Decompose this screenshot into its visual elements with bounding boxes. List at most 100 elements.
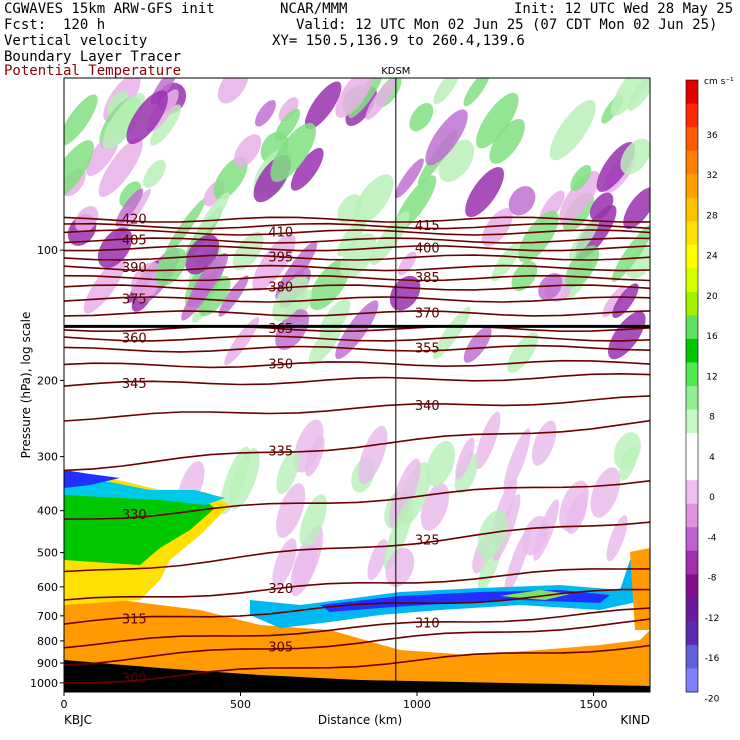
- wave-streak: [114, 188, 151, 240]
- colorbar-tick-label: -4: [708, 533, 717, 543]
- wave-streak: [489, 118, 525, 164]
- colorbar-swatch: [686, 244, 698, 269]
- colorbar-tick-label: -20: [705, 694, 720, 704]
- isentrope-label: 370: [415, 306, 440, 321]
- colorbar: 36 32 28 24 20 16 12 8 4 0 -4 -8 -12 -16 -20: [685, 79, 720, 704]
- colorbar-tick-label: 12: [706, 372, 717, 382]
- wave-streak: [570, 164, 592, 192]
- isentrope-label: 365: [268, 322, 293, 337]
- colorbar-swatch: [686, 174, 698, 199]
- isentrope-label: 390: [122, 261, 147, 276]
- wave-streak: [339, 233, 377, 279]
- isentrope-390: [64, 264, 650, 272]
- x-tick-label: 1000: [403, 698, 431, 711]
- model-title: CGWAVES 15km ARW-GFS init: [4, 1, 215, 17]
- colorbar-swatch: [686, 668, 698, 693]
- colorbar-swatch: [686, 433, 698, 458]
- wave-streak: [602, 286, 626, 318]
- init-time: Init: 12 UTC Wed 28 May 25: [514, 1, 734, 17]
- colorbar-swatch: [686, 550, 698, 575]
- colorbar-swatch: [686, 480, 698, 505]
- wave-streak: [365, 78, 396, 120]
- isentrope-345: [64, 372, 650, 387]
- wave-streak: [255, 99, 276, 127]
- isentrope-400: [64, 245, 650, 252]
- plot-frame: [63, 77, 651, 693]
- colorbar-tick-label: 4: [709, 453, 715, 463]
- colorbar-frame: [685, 79, 699, 693]
- colorbar-swatch: [686, 197, 698, 222]
- colorbar-tick-label: -16: [705, 654, 720, 664]
- wave-streak: [143, 159, 166, 188]
- wave-streak: [304, 81, 342, 130]
- y-tick-label: 200: [37, 374, 58, 387]
- x-tick-label: 0: [61, 698, 68, 711]
- isentrope-label: 385: [415, 271, 440, 286]
- wave-streak: [278, 97, 299, 122]
- wave-streak: [389, 275, 421, 311]
- colorbar-swatch: [686, 456, 698, 481]
- y-tick-label: 700: [37, 610, 58, 623]
- wave-streak: [476, 92, 519, 149]
- wave-streak: [590, 467, 621, 518]
- wave-streak: [454, 452, 478, 494]
- vertical-velocity-shading: [64, 78, 650, 692]
- wave-streak: [504, 528, 531, 594]
- isentrope-label: 345: [122, 377, 147, 392]
- y-tick-label: 300: [37, 451, 58, 464]
- isentrope-label: 350: [268, 358, 293, 373]
- wave-streak: [130, 262, 164, 299]
- y-tick-label: 800: [37, 635, 58, 648]
- terrain: [64, 660, 650, 692]
- colorbar-units: cm s⁻¹: [704, 77, 734, 87]
- field-boundary-layer-tracer: Boundary Layer Tracer: [4, 49, 182, 65]
- x-axis-label: Distance (km): [318, 713, 402, 727]
- isentrope-325: [64, 521, 650, 573]
- y-tick-label: 1000: [30, 677, 58, 690]
- wave-streak: [409, 102, 434, 132]
- wave-streak: [335, 300, 379, 360]
- colorbar-swatch: [686, 621, 698, 646]
- wave-streak: [477, 509, 508, 558]
- isentrope-label: 395: [268, 251, 293, 266]
- colorbar-swatch: [686, 315, 698, 340]
- wave-streak: [367, 539, 388, 581]
- y-tick-label: 500: [37, 547, 58, 560]
- wave-streak: [276, 450, 300, 494]
- wave-streak: [274, 108, 301, 142]
- x-tick-label: 500: [230, 698, 251, 711]
- isentrope-label: 300: [122, 671, 147, 686]
- wave-streak: [97, 227, 133, 269]
- wave-streak: [115, 188, 144, 227]
- wave-streak: [299, 494, 327, 547]
- field-potential-temperature: Potential Temperature: [4, 63, 182, 79]
- wave-streak: [64, 94, 98, 146]
- isentrope-label: 400: [415, 241, 440, 256]
- isentrope-310: [64, 607, 650, 649]
- colorbar-swatch: [686, 597, 698, 622]
- isentrope-label: 310: [415, 617, 440, 632]
- wave-streak: [293, 544, 317, 586]
- colorbar-swatch: [686, 268, 698, 293]
- mixed-layer-blue: [64, 470, 120, 488]
- wave-streak: [491, 241, 522, 282]
- isentrope-330: [64, 480, 650, 520]
- isentrope-label: 305: [268, 641, 293, 656]
- colorbar-swatch: [686, 527, 698, 552]
- x-tick-label: 1500: [580, 698, 608, 711]
- wave-streak: [232, 232, 264, 271]
- wave-streak: [426, 440, 456, 487]
- colorbar-swatch: [686, 503, 698, 528]
- colorbar-tick-label: 16: [706, 332, 718, 342]
- wave-streak: [126, 90, 168, 145]
- colorbar-swatch: [686, 644, 698, 669]
- y-tick-label: 900: [37, 657, 58, 670]
- wave-streak: [358, 425, 388, 485]
- wave-streak: [475, 411, 501, 470]
- isentrope-385: [64, 274, 650, 282]
- wave-streak: [164, 198, 206, 257]
- isentrope-375: [64, 296, 650, 303]
- colorbar-swatch: [686, 221, 698, 246]
- isentrope-320: [64, 568, 650, 601]
